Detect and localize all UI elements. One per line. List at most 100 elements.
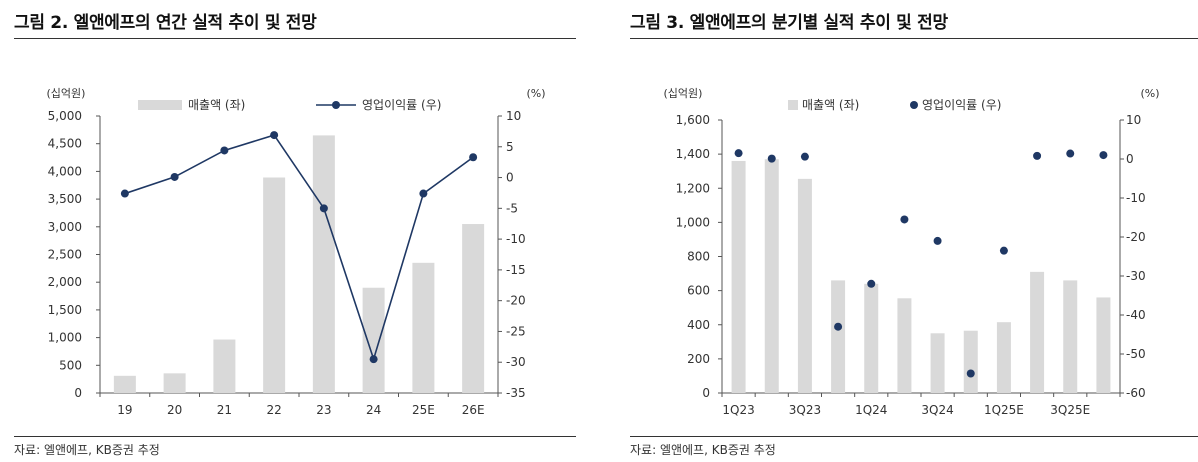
margin-point [933, 236, 942, 245]
revenue-bar [1096, 297, 1111, 393]
x-tick-label: 24 [366, 403, 381, 417]
margin-point [734, 149, 743, 158]
right-axis-unit: (%) [1140, 87, 1159, 100]
revenue-bar [1030, 271, 1045, 393]
revenue-bar [897, 298, 912, 393]
right-tick-label: -25 [506, 324, 526, 338]
revenue-bar [113, 375, 136, 393]
revenue-bar [462, 224, 485, 393]
x-tick-label: 3Q23 [789, 403, 821, 417]
revenue-bar [163, 373, 186, 393]
x-tick-label: 3Q25E [1050, 403, 1090, 417]
title-rule [630, 38, 1198, 39]
margin-point [966, 369, 975, 378]
left-tick-label: 2,000 [48, 275, 82, 289]
revenue-bar [731, 160, 746, 393]
right-tick-label: -10 [1126, 191, 1146, 205]
margin-point [1099, 151, 1108, 160]
annual-chart-panel: 그림 2. 엘앤에프의 연간 실적 추이 및 전망 (십억원) (%) 0 500 1,… [0, 0, 580, 462]
right-tick-label: 5 [506, 140, 514, 154]
revenue-bar [312, 135, 335, 393]
source-rule [630, 436, 1198, 437]
revenue-bar [864, 283, 879, 393]
left-tick-label: 5,000 [48, 109, 82, 123]
legend-line-label: 영업이익률 (우) [362, 98, 441, 112]
left-tick-label: 1,400 [676, 147, 710, 161]
revenue-bar [963, 330, 978, 393]
revenue-bar [263, 177, 286, 393]
left-axis-unit: (십억원) [47, 87, 86, 100]
right-tick-label: 10 [506, 109, 521, 123]
x-tick-label: 21 [217, 403, 232, 417]
figure-title: 그림 3. 엘앤에프의 분기별 실적 추이 및 전망 [630, 13, 948, 33]
margin-point [1066, 149, 1075, 158]
revenue-bar [362, 287, 385, 393]
x-tick-label: 3Q24 [921, 403, 953, 417]
margin-point [270, 131, 279, 140]
margin-point [369, 355, 378, 364]
legend-bar-swatch [788, 100, 798, 110]
right-tick-label: -30 [1126, 269, 1146, 283]
margin-point [120, 189, 129, 198]
legend-point-marker [910, 101, 918, 109]
margin-point [419, 189, 428, 198]
right-tick-label: -50 [1126, 347, 1146, 361]
x-tick-label: 20 [167, 403, 182, 417]
left-tick-label: 2,500 [48, 248, 82, 262]
legend-point-label: 영업이익률 (우) [922, 98, 1001, 112]
left-tick-label: 4,500 [48, 137, 82, 151]
left-tick-label: 3,500 [48, 192, 82, 206]
left-axis-unit: (십억원) [664, 87, 703, 100]
left-tick-label: 1,500 [48, 303, 82, 317]
left-tick-label: 600 [687, 284, 710, 298]
right-tick-label: -40 [1126, 308, 1146, 322]
right-axis-unit: (%) [526, 87, 545, 100]
margin-point [319, 204, 328, 213]
right-tick-label: -10 [506, 232, 526, 246]
left-tick-label: 500 [59, 358, 82, 372]
revenue-bar [412, 262, 435, 393]
left-tick-label: 200 [687, 352, 710, 366]
left-tick-label: 3,000 [48, 220, 82, 234]
left-tick-label: 4,000 [48, 164, 82, 178]
right-tick-label: 10 [1126, 113, 1141, 127]
legend-line-marker [332, 101, 340, 109]
left-tick-label: 1,000 [676, 215, 710, 229]
right-tick-label: 0 [1126, 152, 1134, 166]
margin-point [834, 322, 843, 331]
x-tick-label: 1Q25E [984, 403, 1024, 417]
margin-point [800, 152, 809, 161]
legend-bar-label: 매출액 (좌) [802, 98, 859, 112]
margin-point [867, 279, 876, 288]
x-tick-label: 25E [412, 403, 435, 417]
source-rule [14, 436, 576, 437]
right-tick-label: -30 [506, 355, 526, 369]
right-tick-label: -20 [506, 294, 526, 308]
left-tick-label: 1,600 [676, 113, 710, 127]
margin-line [124, 134, 474, 362]
margin-point [469, 153, 478, 162]
quarterly-chart: (십억원) (%) 0 200 400 600 800 1,000 1,200 1,400 1,60… [664, 87, 1160, 417]
revenue-bar [213, 339, 236, 393]
revenue-bar [831, 280, 846, 393]
revenue-bar [996, 322, 1011, 393]
quarterly-chart-panel: 그림 3. 엘앤에프의 분기별 실적 추이 및 전망 (십억원) (%) 0 200 4… [618, 0, 1198, 462]
left-tick-label: 400 [687, 318, 710, 332]
x-tick-label: 1Q24 [855, 403, 887, 417]
margin-point [170, 172, 179, 181]
left-tick-label: 0 [702, 386, 710, 400]
margin-point [220, 146, 229, 155]
legend-bar-label: 매출액 (좌) [188, 98, 245, 112]
margin-point [999, 246, 1008, 255]
x-tick-label: 19 [117, 403, 132, 417]
revenue-bar [1063, 280, 1078, 393]
revenue-bar [930, 333, 945, 393]
x-tick-label: 1Q23 [722, 403, 754, 417]
right-tick-label: 0 [506, 171, 514, 185]
right-tick-label: -60 [1126, 386, 1146, 400]
right-tick-label: -35 [506, 386, 526, 400]
source-note: 자료: 엘앤에프, KB증권 추정 [630, 443, 776, 457]
left-tick-label: 1,000 [48, 331, 82, 345]
left-tick-label: 800 [687, 250, 710, 264]
x-tick-label: 22 [266, 403, 281, 417]
